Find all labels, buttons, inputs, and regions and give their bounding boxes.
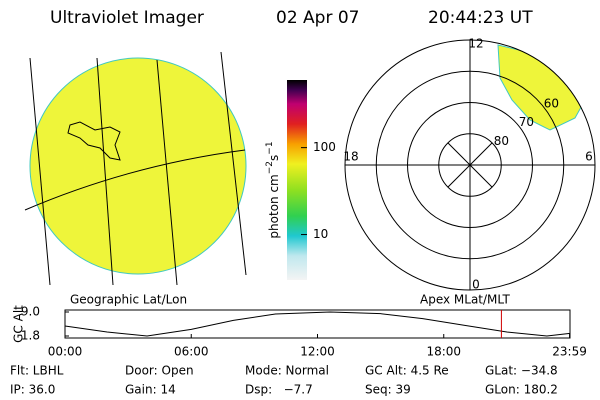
x-tick-label: 06:00 bbox=[174, 345, 209, 359]
footer-field: Dsp: −7.7 bbox=[245, 383, 313, 397]
alt-frame bbox=[64, 309, 571, 339]
label-part: s bbox=[267, 155, 281, 161]
x-tick-label: 12:00 bbox=[300, 345, 335, 359]
footer-field: GLat: −34.8 bbox=[485, 364, 558, 378]
mlt-label: 6 bbox=[585, 150, 593, 164]
label-part: −1 bbox=[265, 141, 275, 154]
footer-field: GC Alt: 4.5 Re bbox=[365, 364, 449, 378]
footer-field: Flt: LBHL bbox=[10, 364, 64, 378]
mlt-label: 18 bbox=[343, 150, 358, 164]
x-tick-label: 00:00 bbox=[48, 345, 83, 359]
footer-field: IP: 36.0 bbox=[10, 383, 55, 397]
time: 20:44:23 UT bbox=[428, 8, 533, 28]
mlt-label: 12 bbox=[468, 37, 483, 51]
polar-plot bbox=[344, 39, 596, 291]
label-part: photon cm bbox=[267, 174, 281, 238]
x-tick-label: 23:59 bbox=[552, 345, 587, 359]
date: 02 Apr 07 bbox=[276, 8, 359, 28]
footer-field: GLon: 180.2 bbox=[485, 383, 558, 397]
y-tick-label: 9.0 bbox=[21, 305, 40, 319]
colorbar-tick-label: 100 bbox=[313, 140, 336, 154]
altitude-line bbox=[64, 311, 571, 337]
footer-field: Mode: Normal bbox=[245, 364, 329, 378]
mlt-label: 0 bbox=[472, 278, 480, 292]
colorbar-tick-label: 10 bbox=[313, 227, 328, 241]
x-tick-label: 18:00 bbox=[426, 345, 461, 359]
geo-map bbox=[24, 51, 247, 286]
label-part: −2 bbox=[265, 161, 275, 174]
y-tick-label: 1.8 bbox=[21, 329, 40, 343]
colorbar-label: photon cm−2s−1 bbox=[265, 141, 281, 238]
ring-label: 60 bbox=[544, 96, 559, 110]
footer-field: Seq: 39 bbox=[365, 383, 411, 397]
colorbar bbox=[287, 80, 307, 280]
footer-field: Gain: 14 bbox=[125, 383, 176, 397]
map-label: Geographic Lat/Lon bbox=[70, 293, 187, 307]
alt-ylabel: GC Alt bbox=[12, 305, 26, 343]
title: Ultraviolet Imager bbox=[50, 8, 204, 28]
ring-label: 80 bbox=[494, 134, 509, 148]
footer-field: Door: Open bbox=[125, 364, 194, 378]
ring-label: 70 bbox=[519, 115, 534, 129]
polar-label: Apex MLat/MLT bbox=[420, 293, 510, 307]
